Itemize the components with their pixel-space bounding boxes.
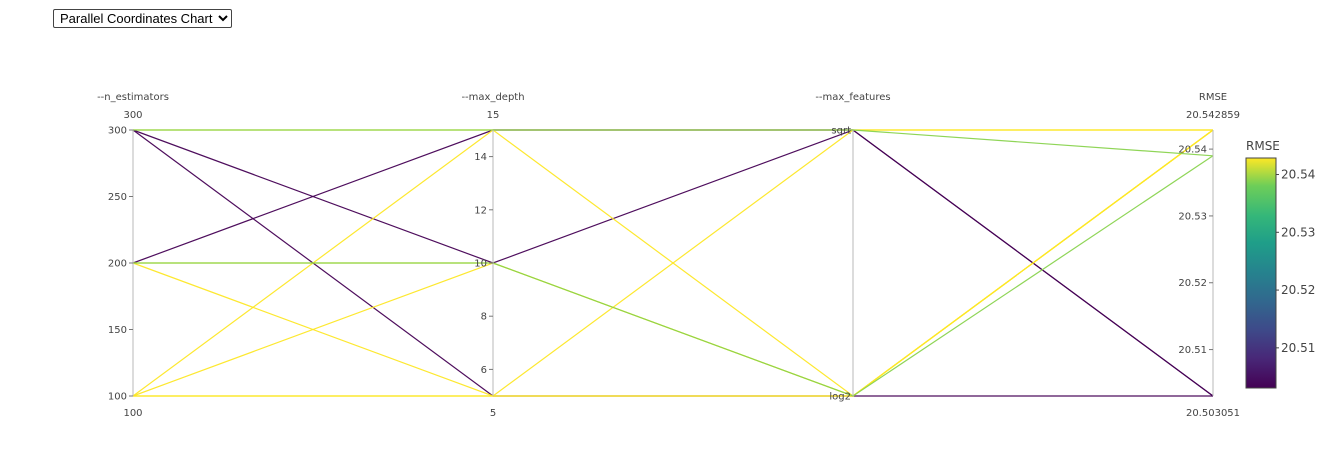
axis-title: --max_features [815,92,890,103]
colorbar-tick-label: 20.51 [1281,341,1315,355]
chart-type-select[interactable]: Parallel Coordinates Chart [53,9,232,28]
data-line [133,129,1214,397]
range-min-label: 5 [490,408,496,419]
colorbar-title: RMSE [1246,139,1280,153]
tick-label: 10 [474,259,487,270]
colorbar-gradient [1245,157,1277,389]
axis-1[interactable]: --max_depth 15 5 6 8 10 12 14 [461,92,524,419]
range-min-label: 100 [123,408,142,419]
tick-label: 6 [481,365,487,376]
colorbar: RMSE 20.51 20.52 20.53 20.54 [1245,139,1315,389]
tick-label: 250 [108,192,127,203]
axis-2[interactable]: --max_features log2 sqrt [815,92,890,403]
axis-3[interactable]: RMSE 20.542859 20.503051 20.51 20.52 20.53 20.… [1178,92,1240,419]
tick-label: 20.52 [1178,278,1207,289]
tick-label: 12 [474,205,487,216]
colorbar-tick-label: 20.54 [1281,168,1315,182]
tick-label: 300 [108,126,127,137]
tick-label: 20.51 [1178,345,1207,356]
axis-title: --n_estimators [97,92,169,103]
data-line [133,129,1214,157]
tick-label: sqrt [831,126,851,137]
colorbar-tick-label: 20.52 [1281,283,1315,297]
range-min-label: 20.503051 [1186,408,1240,419]
tick-label: 20.54 [1178,145,1207,156]
tick-label: 150 [108,325,127,336]
lines-layer [132,129,1214,397]
axis-0[interactable]: --n_estimators 300 100 100 150 200 250 300 [97,92,169,419]
tick-label: 100 [108,392,127,403]
axes-layer: --n_estimators 300 100 100 150 200 250 300 --max… [97,92,1240,419]
tick-label: 8 [481,312,487,323]
range-max-label: 15 [487,110,500,121]
axis-title: RMSE [1199,92,1227,103]
tick-label: 14 [474,152,487,163]
tick-label: 200 [108,259,127,270]
colorbar-tick-label: 20.53 [1281,225,1315,239]
tick-label: 20.53 [1178,211,1207,222]
axis-title: --max_depth [461,92,524,103]
data-line [133,155,1214,397]
range-max-label: 300 [123,110,142,121]
range-max-label: 20.542859 [1186,110,1240,121]
tick-label: log2 [829,392,851,403]
